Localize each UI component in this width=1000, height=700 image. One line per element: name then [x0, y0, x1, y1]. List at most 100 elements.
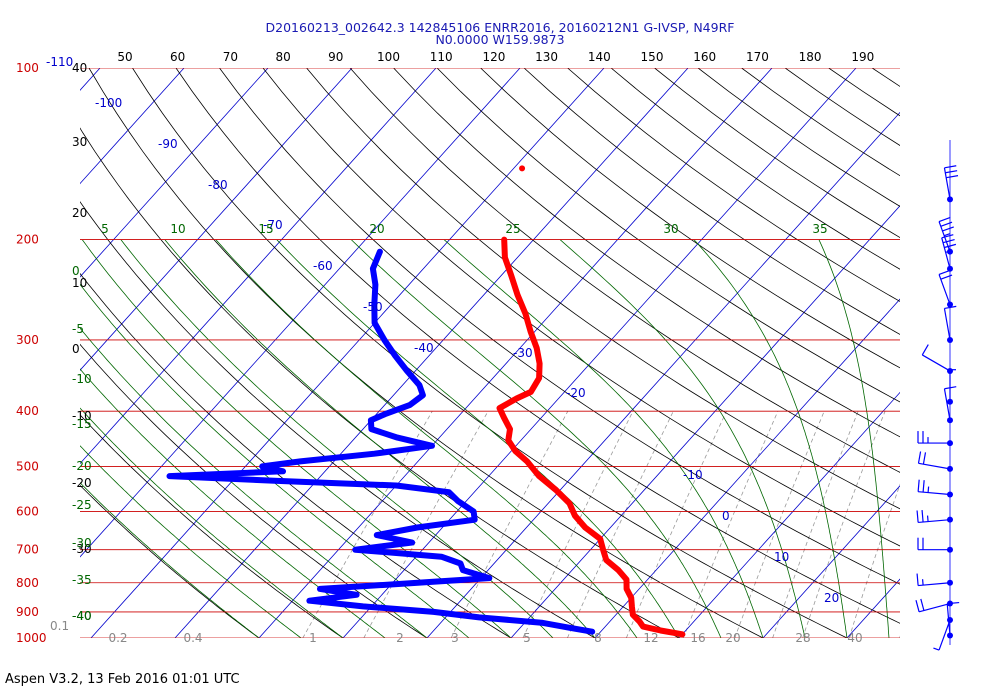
theta-label: 20	[72, 206, 87, 220]
wind-barb	[917, 451, 953, 472]
wind-barb-flag	[942, 226, 954, 232]
dry-adiabat-line	[393, 68, 900, 438]
wind-barb-half-flag	[943, 233, 951, 237]
theta-label: -30	[72, 542, 92, 556]
moist-adiabat-label: -30	[72, 536, 92, 550]
theta-label: 10	[72, 276, 87, 290]
wind-barb-shaft	[943, 388, 951, 421]
wind-barb-flag	[917, 451, 922, 464]
top-axis-tick-label: 110	[430, 50, 453, 64]
wind-barb-flag	[947, 601, 960, 605]
pressure-tick-label: 700	[16, 543, 39, 557]
dry-adiabat-line	[80, 343, 428, 638]
isotherm-line	[90, 68, 605, 638]
header-title: D20160213_002642.3 142845106 ENRR2016, 2…	[266, 20, 735, 35]
isotherm-line	[80, 68, 269, 278]
dry-adiabat-line	[480, 68, 900, 369]
wind-barb-half-flag	[927, 486, 930, 493]
wind-barb	[916, 510, 953, 524]
dry-adiabat-line	[436, 68, 900, 403]
wind-barb-shaft	[946, 603, 951, 636]
isotherm-label: 0	[722, 509, 730, 523]
pressure-tick-label: 300	[16, 333, 39, 347]
isotherm-line	[342, 68, 857, 638]
wind-barb-flag	[921, 344, 929, 356]
moist-adiabat-upper-label: 15	[258, 222, 273, 236]
wind-barb	[947, 369, 956, 405]
wind-barb	[943, 386, 957, 424]
mixing-ratio-label: 16	[690, 631, 705, 645]
wind-barb-shaft	[938, 619, 951, 651]
dry-adiabat-line	[523, 68, 900, 335]
dry-adiabat-line	[80, 272, 512, 638]
pressure-tick-label: 100	[16, 61, 39, 75]
wind-barb-flag	[922, 480, 925, 493]
wind-barb-half-flag	[945, 250, 952, 253]
moist-adiabat-line	[818, 239, 890, 638]
dewpoint-profile-line	[166, 248, 596, 635]
moist-adiabat-upper-label: 35	[812, 222, 827, 236]
mixing-ratio-label: 0.4	[183, 631, 202, 645]
moist-adiabat-upper-label: 10	[170, 222, 185, 236]
dry-adiabat-line	[80, 484, 260, 638]
wind-barb-flag	[942, 238, 955, 244]
dry-adiabat-line	[306, 68, 900, 510]
wind-barb-flag	[938, 216, 951, 223]
wind-barb-shaft	[921, 354, 951, 372]
wind-barb-flag	[941, 234, 954, 239]
dry-adiabat-line	[175, 68, 900, 624]
wind-barb	[921, 344, 953, 374]
wind-barb-flag	[921, 510, 924, 523]
isotherm-label: 20	[824, 591, 839, 605]
moist-adiabat-upper-label: 25	[505, 222, 520, 236]
moist-adiabat-label: -5	[72, 322, 84, 336]
wind-barb-flag	[916, 510, 919, 523]
wind-barb-flag	[922, 452, 927, 465]
dry-adiabat-line	[828, 68, 900, 117]
wind-barb-flag	[944, 243, 957, 249]
wind-barb-flag	[916, 573, 919, 586]
theta-label: 40	[72, 61, 87, 75]
wind-barb-flag	[920, 598, 925, 611]
dry-adiabat-line	[80, 414, 344, 638]
theta-label: 0	[72, 342, 80, 356]
isotherm-label: -50	[363, 300, 383, 314]
moist-adiabat-line	[80, 482, 260, 638]
top-axis-tick-label: 170	[746, 50, 769, 64]
dry-adiabat-line	[567, 68, 900, 302]
wind-barb-shaft	[918, 462, 951, 470]
isotherm-label: 10	[774, 550, 789, 564]
isotherm-label: -30	[513, 346, 533, 360]
dry-adiabat-line	[80, 201, 596, 638]
dry-adiabat-line	[88, 68, 764, 638]
wind-barb-flag	[917, 479, 920, 492]
wind-barb-flag	[944, 165, 957, 169]
wind-barb-flag	[944, 305, 957, 310]
wind-barb	[917, 479, 953, 498]
isotherm-line	[678, 391, 900, 638]
isotherm-line	[931, 68, 1000, 638]
moist-adiabat-label: 0	[72, 264, 80, 278]
top-axis-tick-label: 80	[275, 50, 290, 64]
isotherm-line	[594, 298, 900, 638]
mixing-ratio-label: 8	[594, 631, 602, 645]
theta-label: -20	[72, 476, 92, 490]
pressure-tick-label: 400	[16, 404, 39, 418]
isolated-temperature-point	[519, 165, 526, 172]
moist-adiabat-line	[917, 240, 931, 638]
mixing-ratio-label: 28	[795, 631, 810, 645]
mixing-ratio-line	[802, 411, 886, 638]
wind-barb-shaft	[918, 582, 951, 587]
moist-adiabat-upper-label: 5	[101, 222, 109, 236]
wind-barb	[946, 601, 960, 639]
dry-adiabat-line	[132, 68, 848, 638]
wind-barb	[943, 305, 957, 343]
isotherm-line	[0, 68, 16, 638]
wind-barb	[916, 573, 953, 587]
moist-adiabat-line	[559, 239, 806, 638]
wind-barb-half-flag	[926, 515, 929, 522]
moist-adiabat-label: -10	[72, 372, 92, 386]
top-axis-tick-label: 160	[693, 50, 716, 64]
isotherm-label: -100	[95, 96, 122, 110]
moist-adiabat-label: -35	[72, 573, 92, 587]
